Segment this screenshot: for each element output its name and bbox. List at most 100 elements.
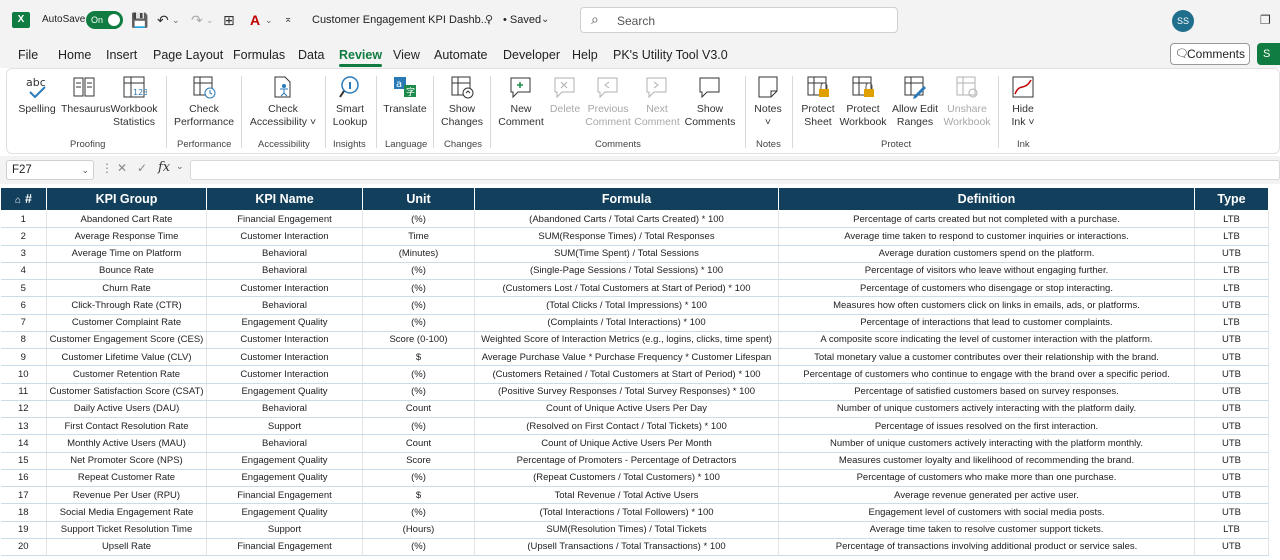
cell-unit[interactable]: (%) [362,383,475,401]
cell-formula[interactable]: (Repeat Customers / Total Customers) * 1… [474,469,779,488]
tab-developer[interactable]: Developer [503,48,560,62]
cell-definition[interactable]: Percentage of carts created but not comp… [778,210,1195,229]
more-options-icon[interactable]: ⋮ [101,161,113,175]
cell-type[interactable]: UTB [1194,245,1269,263]
cell-kpi-group[interactable]: Support Ticket Resolution Time [46,521,207,539]
cell-definition[interactable]: Average time taken to respond to custome… [778,227,1195,246]
cell-number[interactable]: 1 [0,210,47,229]
save-icon[interactable]: 💾 [131,12,149,28]
cell-type[interactable]: UTB [1194,417,1269,436]
tab-insert[interactable]: Insert [106,48,138,62]
header-unit[interactable]: Unit [362,187,475,211]
tab-automate[interactable]: Automate [434,48,488,62]
cell-kpi-group[interactable]: Customer Engagement Score (CES) [46,331,207,350]
undo-dropdown-icon[interactable]: ⌄ [172,15,180,25]
cell-number[interactable]: 13 [0,417,47,436]
cell-formula[interactable]: (Customers Retained / Total Customers at… [474,365,779,384]
cell-formula[interactable]: (Complaints / Total Interactions) * 100 [474,314,779,332]
cell-unit[interactable]: (Hours) [362,521,475,539]
borders-icon[interactable]: ⊞ [223,12,235,28]
document-title[interactable]: Customer Engagement KPI Dashb... [312,14,490,26]
cell-unit[interactable]: (%) [362,538,475,557]
cell-kpi-group[interactable]: Upsell Rate [46,538,207,557]
header-kpi-group[interactable]: KPI Group [46,187,207,211]
cell-kpi-name[interactable]: Customer Interaction [206,279,363,298]
cell-definition[interactable]: Percentage of interactions that lead to … [778,314,1195,332]
search-box[interactable]: ⌕ Search [580,7,898,33]
cell-number[interactable]: 5 [0,279,47,298]
redo-dropdown-icon[interactable]: ⌄ [206,15,214,25]
cell-unit[interactable]: Count [362,434,475,453]
cell-formula[interactable]: Count of Unique Active Users Per Day [474,400,779,419]
thesaurus-button[interactable]: Thesaurus [61,74,111,116]
cell-unit[interactable]: (%) [362,469,475,488]
cell-definition[interactable]: Percentage of customers who continue to … [778,365,1195,384]
cell-kpi-name[interactable]: Behavioral [206,245,363,263]
new-comment-button[interactable]: New Comment [497,74,545,129]
smart-lookup-button[interactable]: Smart Lookup [330,74,370,129]
cell-unit[interactable]: Count [362,400,475,419]
header-type[interactable]: Type [1194,187,1269,211]
next-comment-button[interactable]: Next Comment [634,74,680,129]
cell-formula[interactable]: SUM(Resolution Times) / Total Tickets [474,521,779,539]
unshare-workbook-button[interactable]: Unshare Workbook [941,74,993,129]
cell-type[interactable]: UTB [1194,452,1269,470]
cell-formula[interactable]: (Total Clicks / Total Impressions) * 100 [474,296,779,315]
name-box-dropdown-icon[interactable]: ⌄ [81,165,89,175]
delete-comment-button[interactable]: Delete [547,74,583,116]
hide-ink-button[interactable]: Hide Ink ˅ [1006,74,1040,129]
cell-definition[interactable]: Percentage of transactions involving add… [778,538,1195,557]
cell-definition[interactable]: Number of unique customers actively inte… [778,400,1195,419]
cell-kpi-name[interactable]: Behavioral [206,400,363,419]
cell-number[interactable]: 16 [0,469,47,488]
header-kpi-name[interactable]: KPI Name [206,187,363,211]
cell-kpi-name[interactable]: Support [206,417,363,436]
cell-unit[interactable]: (%) [362,417,475,436]
cell-kpi-name[interactable]: Customer Interaction [206,227,363,246]
cell-definition[interactable]: Measures customer loyalty and likelihood… [778,452,1195,470]
cell-type[interactable]: UTB [1194,383,1269,401]
cell-type[interactable]: UTB [1194,348,1269,367]
customize-toolbar-icon[interactable]: ⌅ [284,14,293,25]
cell-definition[interactable]: Engagement level of customers with socia… [778,503,1195,522]
spelling-button[interactable]: abc Spelling [18,76,56,115]
cell-kpi-name[interactable]: Engagement Quality [206,452,363,470]
cell-kpi-name[interactable]: Customer Interaction [206,348,363,367]
cell-kpi-name[interactable]: Behavioral [206,296,363,315]
cell-number[interactable]: 3 [0,245,47,263]
title-dropdown-icon[interactable]: ⌄ [541,14,550,25]
cell-type[interactable]: LTB [1194,227,1269,246]
cell-definition[interactable]: Number of unique customers actively inte… [778,434,1195,453]
cell-number[interactable]: 20 [0,538,47,557]
cell-formula[interactable]: Weighted Score of Interaction Metrics (e… [474,331,779,350]
cell-type[interactable]: LTB [1194,521,1269,539]
cell-definition[interactable]: Percentage of issues resolved on the fir… [778,417,1195,436]
cell-number[interactable]: 4 [0,262,47,281]
cell-kpi-group[interactable]: Customer Satisfaction Score (CSAT) [46,383,207,401]
cancel-icon[interactable]: ✕ [117,161,128,175]
cell-definition[interactable]: A composite score indicating the level o… [778,331,1195,350]
cell-unit[interactable]: (%) [362,296,475,315]
cell-kpi-group[interactable]: Repeat Customer Rate [46,469,207,488]
autosave-toggle[interactable]: On [86,11,123,29]
cell-unit[interactable]: $ [362,348,475,367]
cell-number[interactable]: 10 [0,365,47,384]
cell-type[interactable]: UTB [1194,538,1269,557]
cell-kpi-group[interactable]: Average Response Time [46,227,207,246]
cell-formula[interactable]: (Single-Page Sessions / Total Sessions) … [474,262,779,281]
cell-formula[interactable]: (Total Interactions / Total Followers) *… [474,503,779,522]
cell-kpi-name[interactable]: Engagement Quality [206,314,363,332]
cell-kpi-name[interactable]: Engagement Quality [206,503,363,522]
cell-type[interactable]: UTB [1194,365,1269,384]
check-performance-button[interactable]: Check Performance [172,74,236,129]
protect-workbook-button[interactable]: Protect Workbook [838,74,888,129]
cell-definition[interactable]: Average duration customers spend on the … [778,245,1195,263]
cell-definition[interactable]: Percentage of customers who disengage or… [778,279,1195,298]
comments-button[interactable]: 🗨 Comments [1170,43,1250,65]
tab-help[interactable]: Help [572,48,598,62]
cell-number[interactable]: 18 [0,503,47,522]
cell-unit[interactable]: (%) [362,365,475,384]
cell-formula[interactable]: (Customers Lost / Total Customers at Sta… [474,279,779,298]
cell-number[interactable]: 8 [0,331,47,350]
